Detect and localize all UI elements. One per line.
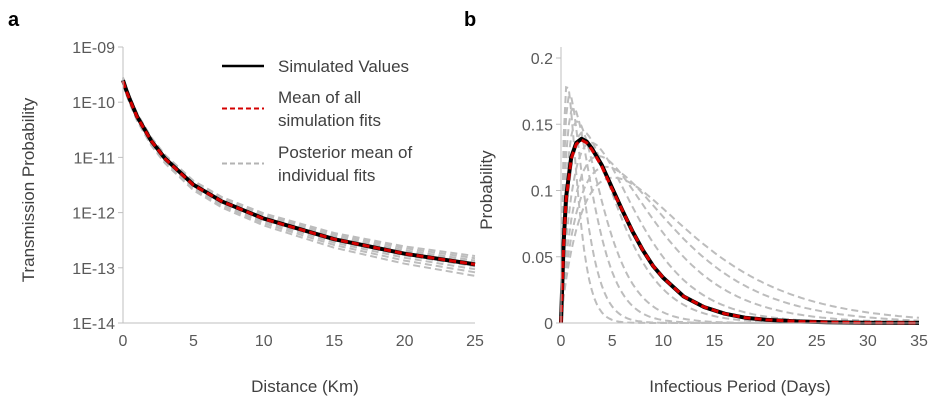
panel-a-individual-fit-line	[122, 78, 476, 262]
panel-a-individual-fit-line	[122, 77, 476, 260]
panel-b-x-tick-label: 20	[757, 333, 775, 350]
panel-b-x-tick-label: 15	[706, 333, 724, 350]
panel-b-individual-fit-line	[560, 165, 920, 324]
panel-a-series	[121, 79, 476, 267]
panel-b-y-ticks: 0 0.05 0.1 0.15 0.2	[522, 51, 561, 333]
panel-a-x-tick-label: 20	[396, 333, 414, 350]
panel-a-x-tick-label: 5	[189, 333, 198, 350]
panel-b-individual-fit-line	[560, 130, 919, 324]
panel-b-individual-fit-line	[560, 155, 919, 324]
panel-a-y-tick-label: 1E-11	[73, 150, 115, 167]
panel-a-x-tick-label: 25	[466, 333, 484, 350]
panel-b-y-tick-label: 0	[544, 316, 553, 333]
panel-a-individual-fit-line	[122, 81, 476, 271]
panel-b-simulated-line	[559, 136, 920, 325]
panel-b-individual-fits	[560, 85, 920, 324]
panel-b-x-tick-label: 10	[654, 333, 672, 350]
panel-b-y-tick-label: 0.1	[531, 184, 553, 201]
panel-a-x-tick-label: 0	[119, 333, 128, 350]
panel-b-y-tick-label: 0.05	[522, 250, 553, 267]
panel-b-individual-fit-line	[560, 120, 919, 324]
panel-a: a 0 5 10 15 20 25 1E-141E-131E-121E-111E-101E…	[8, 9, 484, 396]
panel-b-mean-fit-line	[559, 138, 920, 325]
panel-b-x-ticks: 0 5 10 15 20 25 30 35	[557, 333, 928, 350]
panel-a-axes	[122, 47, 475, 324]
panel-a-y-tick-label: 1E-14	[72, 316, 115, 333]
panel-a-mean-fit-line	[121, 80, 476, 266]
panel-a-y-tick-label: 1E-09	[72, 40, 115, 57]
panel-a-x-tick-label: 15	[325, 333, 343, 350]
panel-b-individual-fit-line	[560, 105, 919, 324]
panel-a-y-tick-label: 1E-13	[72, 261, 115, 278]
panel-b-x-tick-label: 0	[557, 333, 566, 350]
panel-b-x-tick-label: 35	[910, 333, 928, 350]
panel-b-x-tick-label: 30	[859, 333, 877, 350]
legend-entry-label: Simulated Values	[278, 57, 409, 76]
panel-a-letter: a	[8, 9, 20, 31]
panel-b-x-axis-label: Infectious Period (Days)	[649, 377, 830, 396]
panel-a-y-axis-label: Transmission Probability	[19, 97, 38, 282]
panel-a-x-ticks: 0 5 10 15 20 25	[119, 333, 484, 350]
panel-b-individual-fit-line	[560, 94, 919, 324]
panel-a-individual-fit-line	[122, 76, 476, 257]
panel-b-axes	[560, 47, 919, 324]
panel-b-individual-fit-line	[560, 176, 920, 324]
panel-b-x-tick-label: 5	[608, 333, 617, 350]
panel-b-x-tick-label: 25	[808, 333, 826, 350]
panel-a-legend: Simulated Values Mean of all simulation fi…	[222, 57, 412, 185]
panel-a-x-tick-label: 10	[255, 333, 273, 350]
panel-b-y-axis-label: Probability	[477, 150, 496, 230]
legend-entry-label: individual fits	[278, 166, 375, 185]
legend-entry-label: Mean of all	[278, 88, 361, 107]
panel-b-y-tick-label: 0.15	[522, 117, 553, 134]
panel-b: b 0 5 10 15 20 25 30 35 0 0.05 0.1 0.15 0.2 Infecti…	[464, 9, 928, 396]
legend-entry-label: simulation fits	[278, 111, 381, 130]
panel-b-y-tick-label: 0.2	[531, 51, 553, 68]
panel-b-series	[559, 136, 920, 325]
legend-entry-label: Posterior mean of	[278, 143, 412, 162]
panel-a-x-axis-label: Distance (Km)	[251, 377, 359, 396]
panel-a-y-ticks: 1E-14 1E-13 1E-12 1E-11 1E-10 1E-09	[72, 40, 123, 333]
panel-b-letter: b	[464, 9, 476, 31]
panel-a-y-tick-label: 1E-10	[72, 95, 115, 112]
panel-a-y-tick-label: 1E-12	[72, 206, 115, 223]
panel-b-individual-fit-line	[560, 85, 919, 324]
